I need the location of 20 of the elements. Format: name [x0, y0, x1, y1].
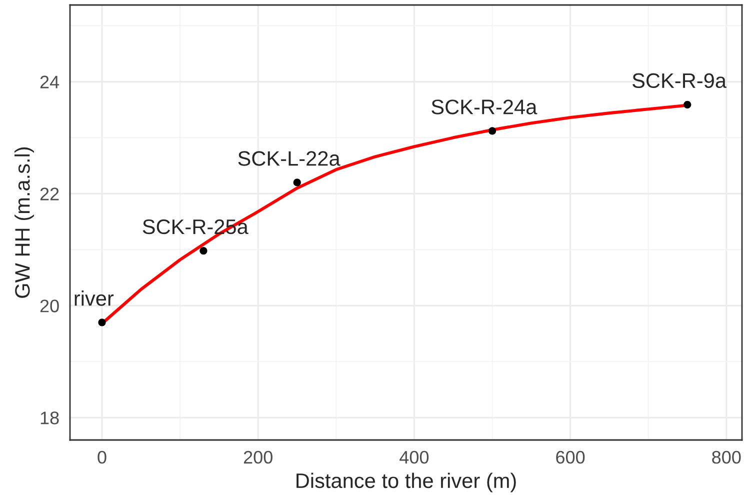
x-tick-label: 200: [244, 450, 272, 464]
y-tick-label: 20: [40, 300, 59, 312]
x-tick-label: 0: [98, 450, 106, 464]
x-axis-title: Distance to the river (m): [296, 472, 516, 492]
point: [488, 127, 496, 135]
y-tick-label: 24: [40, 76, 60, 88]
point: [684, 100, 692, 108]
point: [98, 318, 106, 326]
point: [200, 246, 208, 255]
point: [293, 178, 301, 186]
y-axis-title: GW HH (m.a.s.l): [14, 147, 34, 298]
annotation: SCK-R-9a: [632, 73, 726, 88]
annotation: river: [74, 290, 114, 306]
x-tick-label: 600: [556, 450, 585, 464]
x-tick-label: 800: [712, 450, 741, 464]
y-tick-label: 18: [40, 412, 59, 424]
y-tick-label: 22: [40, 188, 59, 200]
annotation: SCK-R-24a: [432, 100, 538, 114]
annotation: SCK-L-22a: [238, 151, 340, 166]
x-tick-label: 400: [400, 450, 429, 464]
